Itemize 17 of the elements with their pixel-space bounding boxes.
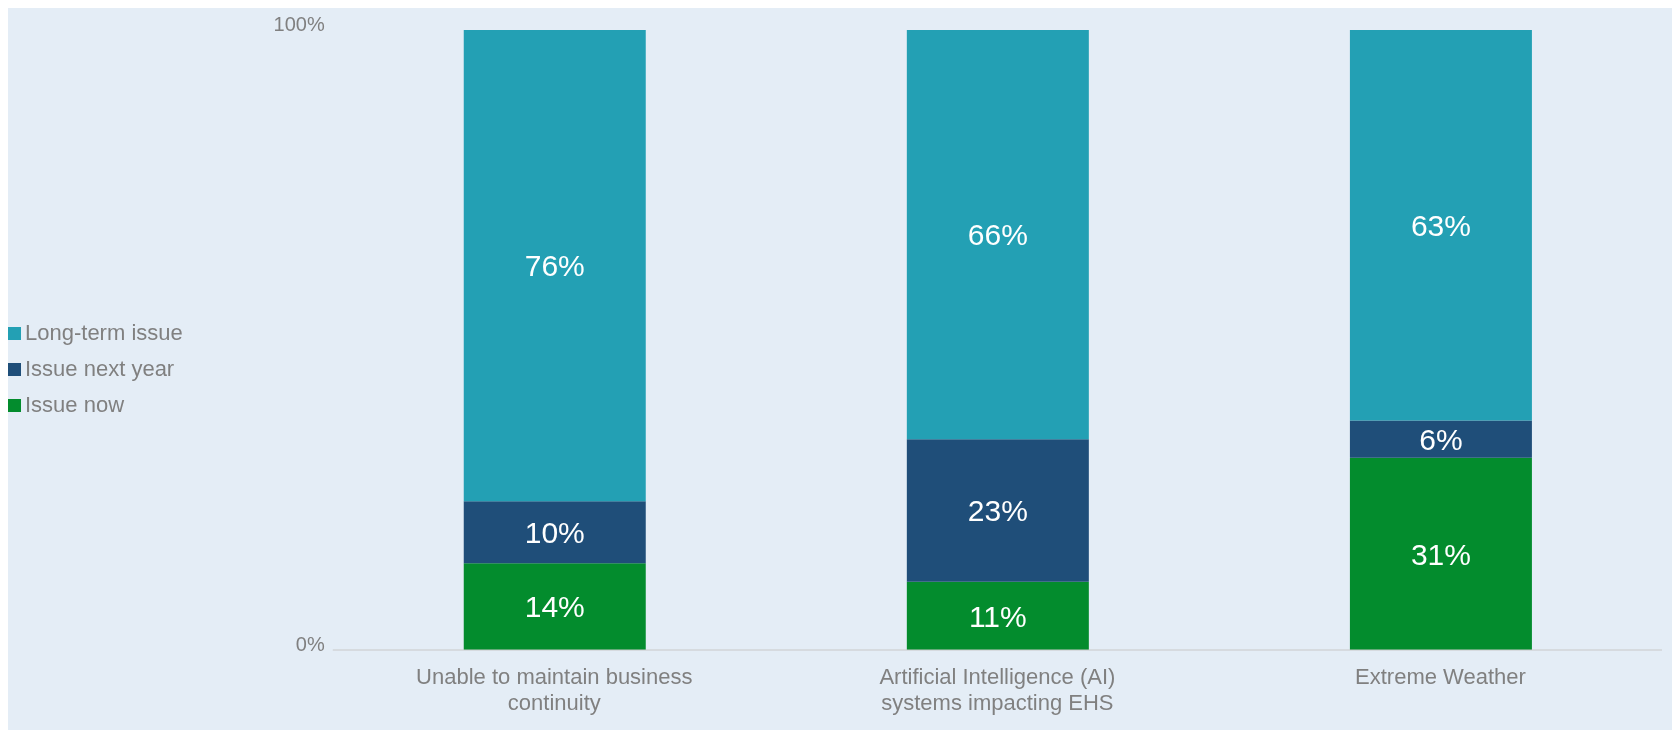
y-tick-label: 0% — [295, 633, 325, 656]
data-label: 11% — [968, 599, 1027, 633]
data-label: 14% — [524, 590, 585, 624]
legend-label: Issue next year — [25, 356, 175, 382]
data-label: 76% — [524, 249, 585, 283]
data-label: 31% — [1410, 537, 1471, 571]
y-tick-label: 100% — [273, 13, 325, 36]
data-label: 6% — [1419, 422, 1463, 456]
x-tick-label: Artificial Intelligence (AI) systems impacting EHS — [879, 664, 1116, 715]
data-label: 10% — [524, 515, 585, 549]
x-tick-label: Extreme Weather — [1355, 664, 1526, 689]
data-label: 66% — [967, 218, 1028, 252]
x-tick-label: Unable to maintain business continuity — [416, 664, 693, 715]
legend-label: Long-term issue — [25, 320, 183, 346]
legend-label: Issue now — [25, 392, 125, 418]
data-label: 23% — [967, 494, 1028, 528]
data-label: 63% — [1410, 208, 1471, 242]
